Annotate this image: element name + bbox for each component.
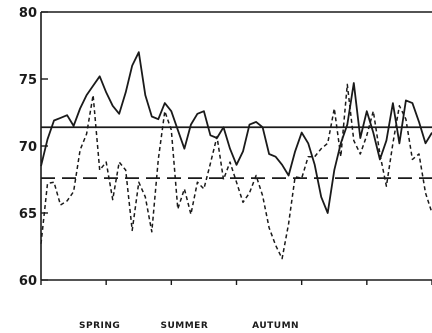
y-tick-label: 60 — [19, 274, 37, 289]
series-line-dashed — [40, 83, 432, 260]
axes — [40, 11, 432, 281]
season-label: SPRING — [79, 321, 120, 331]
season-label: SUMMER — [160, 321, 208, 331]
y-tick-label: 65 — [19, 207, 37, 222]
y-ticks: 60 65 70 75 80 — [19, 6, 48, 289]
season-label: AUTUMN — [252, 321, 299, 331]
reference-lines — [41, 126, 432, 180]
x-ticks — [40, 280, 432, 285]
y-tick-label: 70 — [19, 140, 37, 155]
season-labels: SPRING SUMMER AUTUMN — [79, 321, 299, 331]
series-group — [40, 51, 432, 260]
series-line-solid — [40, 51, 432, 214]
y-tick-label: 75 — [19, 73, 37, 88]
y-tick-label: 80 — [19, 6, 37, 21]
